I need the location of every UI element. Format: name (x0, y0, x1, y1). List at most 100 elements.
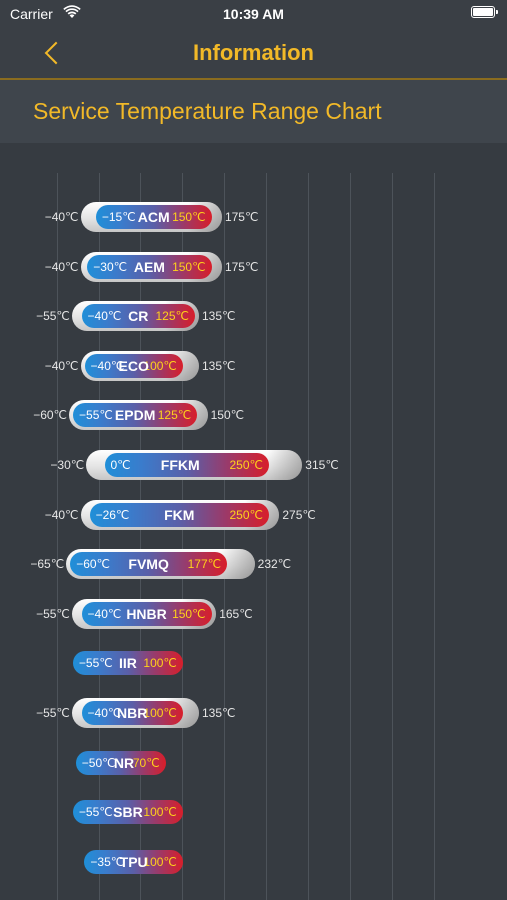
min-temp-label: −65℃ (30, 557, 65, 572)
service-range-bar[interactable]: −30℃ 150℃ AEM (87, 254, 212, 279)
high-temp-label: 70℃ (132, 755, 160, 770)
material-row: −40℃ 175℃ −15℃ 150℃ ACM (0, 202, 507, 232)
max-temp-label: 165℃ (219, 606, 253, 621)
service-range-bar[interactable]: −15℃ 150℃ ACM (95, 205, 212, 229)
min-temp-label: −30℃ (50, 458, 85, 472)
grid-line (350, 173, 351, 900)
battery-icon (471, 6, 498, 18)
material-name: NBR (117, 705, 148, 721)
service-range-bar[interactable]: −55℃ 100℃ SBR (72, 800, 183, 825)
material-name: ECO (118, 357, 149, 374)
material-row: −65℃ 232℃ −60℃ 177℃ FVMQ (0, 549, 507, 580)
grid-line (308, 173, 309, 900)
page-title: Information (193, 40, 314, 65)
grid-line (57, 173, 58, 900)
grid-line (434, 173, 435, 900)
high-temp-label: 100℃ (143, 656, 177, 671)
max-temp-label: 135℃ (201, 358, 236, 373)
high-temp-label: 100℃ (143, 854, 177, 869)
low-temp-label: −60℃ (76, 557, 111, 572)
high-temp-label: 250℃ (229, 507, 263, 522)
service-range-bar[interactable]: −40℃ 150℃ HNBR (81, 601, 212, 626)
material-row: −50℃ 70℃ NR (0, 748, 507, 778)
max-temp-label: 315℃ (305, 458, 339, 472)
temperature-range-chart: −40℃ 175℃ −15℃ 150℃ ACM −40℃ 175℃ −30℃ 150℃ AEM −5… (0, 143, 507, 900)
material-row: −40℃ 275℃ −26℃ 250℃ FKM (0, 499, 507, 530)
material-row: −35℃ 100℃ TPU (0, 847, 507, 877)
min-temp-label: −55℃ (36, 706, 70, 720)
material-row: −60℃ 150℃ −55℃ 125℃ EPDM (0, 400, 507, 431)
material-row: −55℃ 100℃ IIR (0, 648, 507, 678)
high-temp-label: 125℃ (155, 309, 189, 324)
high-temp-label: 150℃ (172, 210, 206, 224)
service-range-bar[interactable]: 0℃ 250℃ FFKM (104, 453, 269, 477)
service-range-bar[interactable]: −40℃ 125℃ CR (81, 304, 195, 329)
max-temp-label: 175℃ (224, 259, 259, 274)
low-temp-label: −55℃ (78, 805, 113, 820)
material-row: −55℃ 100℃ SBR (0, 797, 507, 827)
grid-line (182, 173, 183, 900)
low-temp-label: 0℃ (110, 458, 131, 472)
material-name: IIR (118, 655, 137, 672)
material-name: FFKM (160, 457, 200, 473)
material-name: EPDM (114, 407, 156, 424)
high-temp-label: 150℃ (172, 259, 206, 274)
material-name: HNBR (126, 605, 167, 622)
high-temp-label: 150℃ (172, 606, 206, 621)
material-row: −55℃ 135℃ −40℃ 100℃ NBR (0, 698, 507, 728)
min-temp-label: −40℃ (44, 259, 79, 274)
grid-line (224, 173, 225, 900)
grid-line (99, 173, 100, 900)
grid-line (392, 173, 393, 900)
low-temp-label: −50℃ (81, 755, 116, 770)
wifi-icon (63, 5, 81, 22)
service-range-bar[interactable]: −60℃ 177℃ FVMQ (70, 552, 228, 577)
high-temp-label: 100℃ (143, 358, 177, 373)
material-row: −30℃ 315℃ 0℃ 250℃ FFKM (0, 450, 507, 480)
section-title: Service Temperature Range Chart (33, 98, 382, 124)
min-temp-label: −40℃ (44, 358, 79, 373)
service-range-bar[interactable]: −40℃ 100℃ ECO (84, 353, 183, 378)
max-temp-label: 175℃ (224, 210, 259, 224)
grid-line (140, 173, 141, 900)
low-temp-label: −40℃ (87, 706, 122, 720)
high-temp-label: 100℃ (143, 805, 177, 820)
low-temp-label: −35℃ (90, 854, 125, 869)
low-temp-label: −15℃ (101, 210, 136, 224)
min-temp-label: −40℃ (44, 210, 79, 224)
service-range-bar[interactable]: −50℃ 70℃ NR (75, 750, 166, 775)
material-row: −55℃ 135℃ −40℃ 125℃ CR (0, 301, 507, 332)
section-header: Service Temperature Range Chart (0, 80, 507, 143)
material-name: TPU (119, 853, 148, 870)
nav-divider (0, 78, 507, 80)
min-temp-label: −55℃ (36, 309, 70, 324)
high-temp-label: 125℃ (157, 408, 192, 423)
status-time: 10:39 AM (223, 6, 284, 22)
status-bar: Carrier 10:39 AM (0, 0, 507, 28)
service-range-bar[interactable]: −35℃ 100℃ TPU (84, 849, 183, 874)
max-temp-label: 135℃ (201, 706, 236, 720)
min-temp-label: −55℃ (36, 606, 70, 621)
low-temp-label: −40℃ (87, 606, 122, 621)
low-temp-label: −30℃ (93, 259, 128, 274)
material-name: FKM (164, 506, 195, 523)
high-temp-label: 177℃ (187, 557, 222, 572)
material-name: SBR (113, 804, 143, 821)
material-name: FVMQ (128, 556, 169, 573)
low-temp-label: −55℃ (78, 656, 113, 671)
service-range-bar[interactable]: −55℃ 125℃ EPDM (73, 403, 198, 428)
min-temp-label: −40℃ (44, 507, 79, 522)
service-range-bar[interactable]: −40℃ 100℃ NBR (81, 701, 183, 725)
carrier-label: Carrier (10, 6, 53, 22)
max-temp-label: 135℃ (201, 309, 236, 324)
low-temp-label: −55℃ (79, 408, 113, 423)
grid-line (266, 173, 267, 900)
material-row: −40℃ 135℃ −40℃ 100℃ ECO (0, 350, 507, 381)
service-range-bar[interactable]: −26℃ 250℃ FKM (89, 502, 269, 527)
max-temp-label: 150℃ (210, 408, 245, 423)
low-temp-label: −40℃ (87, 309, 122, 324)
max-temp-label: 275℃ (282, 507, 316, 522)
service-range-bar[interactable]: −55℃ 100℃ IIR (72, 651, 183, 676)
material-name: NR (113, 754, 135, 771)
high-temp-label: 250℃ (229, 458, 264, 472)
